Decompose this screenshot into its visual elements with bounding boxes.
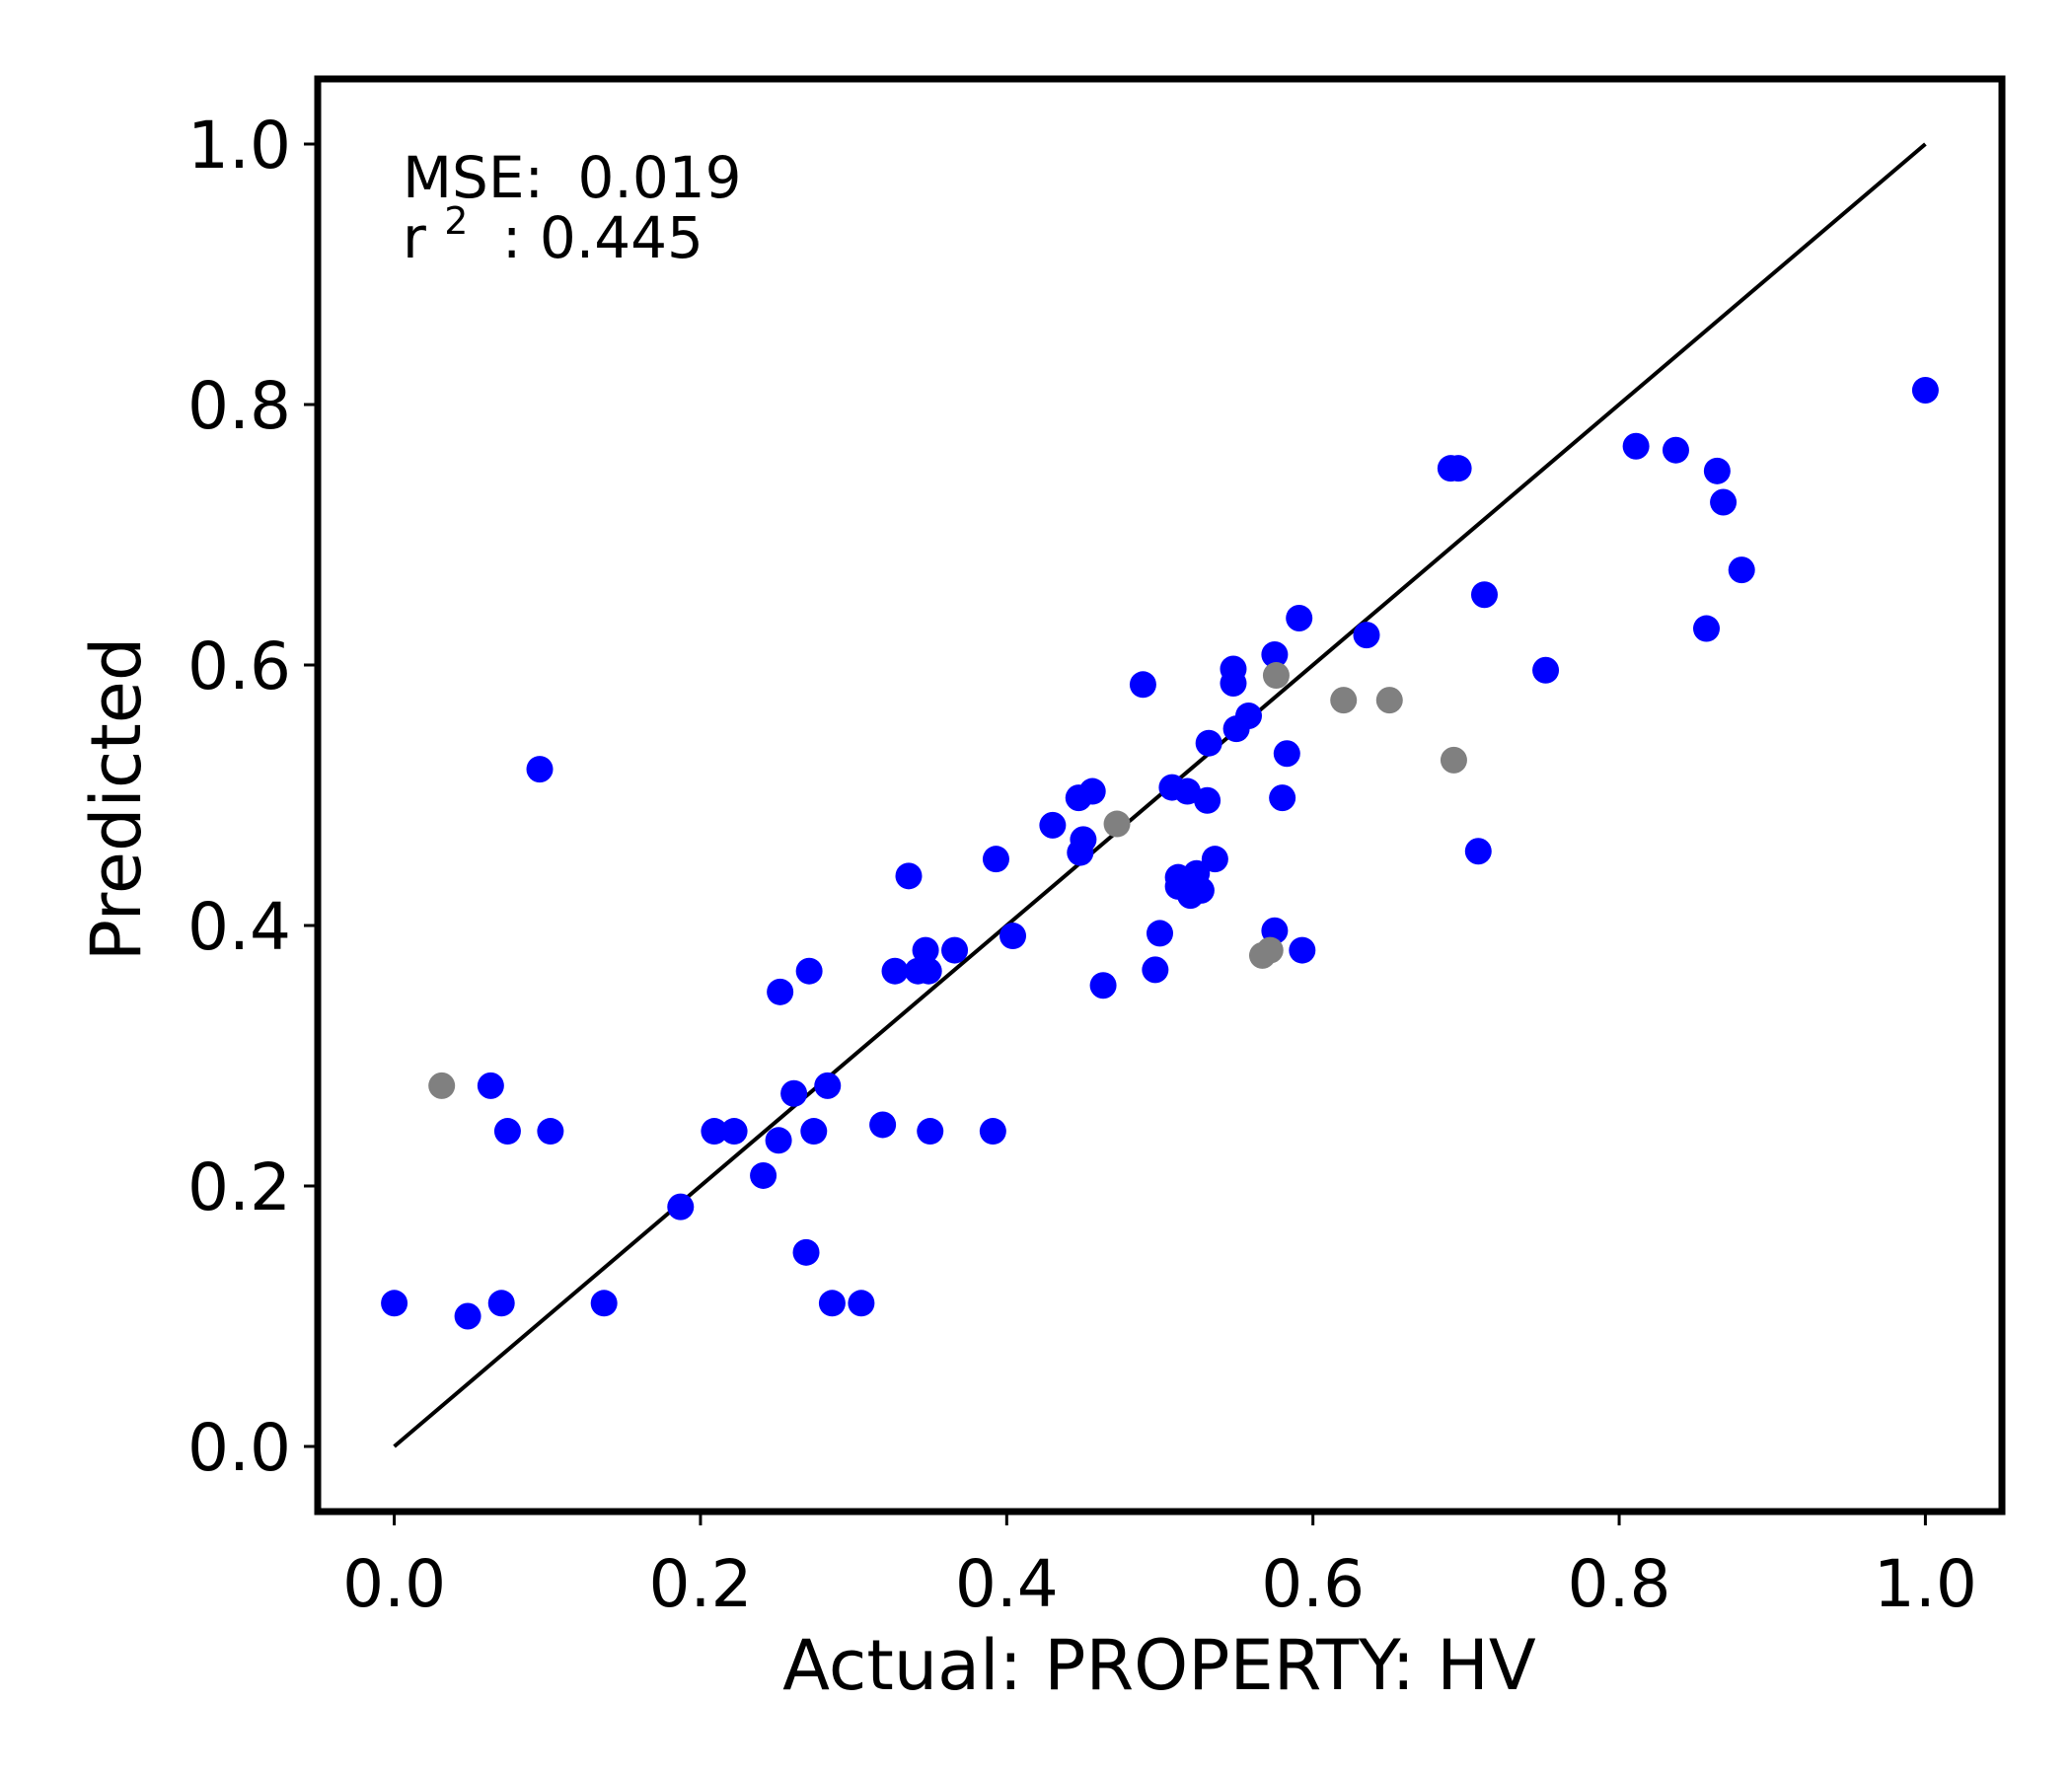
y-tick-label: 0.2	[187, 1149, 291, 1225]
data-point	[1662, 436, 1689, 464]
r2-value: : 0.445	[502, 204, 703, 271]
data-point	[881, 957, 909, 985]
data-point	[1273, 740, 1300, 768]
data-point	[454, 1302, 481, 1330]
reference-line-layer	[393, 142, 1927, 1448]
data-point	[765, 1127, 792, 1154]
data-point	[1173, 777, 1201, 805]
reference-line	[393, 142, 1927, 1448]
data-point-gray	[428, 1072, 456, 1099]
points-layer	[381, 376, 1939, 1330]
data-point	[917, 1118, 944, 1146]
data-point	[477, 1072, 504, 1099]
y-tick-label: 0.4	[187, 889, 291, 965]
data-point	[1261, 640, 1289, 668]
data-point	[1220, 669, 1247, 697]
x-axis-label: Actual: PROPERTY: HV	[782, 1625, 1536, 1706]
data-point	[1147, 920, 1173, 947]
data-point	[1353, 622, 1380, 649]
data-point	[912, 936, 939, 964]
data-point	[590, 1290, 618, 1317]
data-point	[895, 862, 923, 890]
data-point	[701, 1118, 728, 1146]
mse-annotation: MSE: 0.019	[403, 144, 742, 211]
data-point-gray	[1256, 936, 1284, 964]
data-point	[1129, 671, 1156, 699]
data-point	[1070, 826, 1097, 853]
data-point	[1195, 729, 1222, 757]
y-tick-label: 0.0	[187, 1410, 291, 1486]
data-point	[800, 1118, 828, 1146]
data-point	[1703, 457, 1731, 484]
data-point	[1692, 615, 1720, 642]
data-point	[487, 1290, 515, 1317]
r2-label: r	[403, 204, 426, 271]
data-point	[1089, 972, 1117, 999]
data-point	[1194, 786, 1221, 814]
data-point	[1235, 702, 1263, 729]
r2-annotation: r 2 : 0.445	[403, 181, 703, 271]
data-point	[526, 756, 554, 783]
data-point	[869, 1111, 897, 1139]
data-point	[1710, 488, 1738, 516]
data-point-gray	[1330, 687, 1358, 714]
data-point	[1187, 876, 1215, 904]
x-tick-label: 0.2	[648, 1546, 752, 1622]
data-point	[979, 1118, 1006, 1146]
data-point	[795, 957, 823, 985]
data-point	[750, 1161, 777, 1189]
data-point	[767, 978, 794, 1005]
plot-frame	[314, 75, 2006, 1516]
y-tick-label: 0.6	[187, 629, 291, 704]
data-point	[941, 936, 969, 964]
mse-label: MSE:	[403, 144, 544, 211]
data-point	[982, 846, 1009, 873]
r2-exponent: 2	[444, 199, 468, 243]
data-point	[1470, 581, 1498, 609]
data-point	[1728, 556, 1755, 584]
data-point	[1622, 432, 1650, 460]
data-point-gray	[1262, 662, 1290, 690]
data-point	[1289, 936, 1316, 964]
data-point	[1039, 811, 1067, 839]
mse-value: 0.019	[577, 144, 741, 211]
x-tick-label: 0.8	[1568, 1546, 1671, 1622]
x-tick-label: 0.0	[342, 1546, 446, 1622]
data-point	[1201, 846, 1228, 873]
y-tick-label: 0.8	[187, 368, 291, 444]
data-point	[1269, 784, 1296, 812]
data-point	[667, 1193, 695, 1221]
data-point	[1532, 656, 1560, 684]
x-tick-label: 0.6	[1261, 1546, 1365, 1622]
x-tick-label: 1.0	[1874, 1546, 1977, 1622]
data-point	[1464, 838, 1492, 865]
data-point	[792, 1238, 820, 1266]
data-point	[720, 1118, 748, 1146]
data-point	[381, 1290, 408, 1317]
y-tick-label: 1.0	[187, 108, 291, 184]
y-axis-ticks: 0.0 0.2 0.4 0.6 0.8 1.0	[187, 108, 318, 1486]
data-point	[999, 923, 1027, 950]
data-point	[848, 1290, 875, 1317]
data-point-gray	[1375, 687, 1403, 714]
data-point	[814, 1072, 842, 1099]
data-point	[1444, 455, 1472, 482]
data-point	[780, 1079, 808, 1107]
data-point-gray	[1103, 810, 1131, 838]
data-point	[915, 957, 942, 985]
data-point	[818, 1290, 846, 1317]
data-point	[537, 1118, 564, 1146]
data-point-gray	[1440, 746, 1467, 774]
x-tick-label: 0.4	[955, 1546, 1059, 1622]
x-axis-ticks: 0.0 0.2 0.4 0.6 0.8 1.0	[342, 1512, 1977, 1622]
data-point	[1078, 777, 1106, 805]
data-point	[493, 1118, 521, 1146]
data-point	[1911, 376, 1939, 404]
data-point	[1286, 604, 1313, 631]
y-axis-label: Predicted	[76, 637, 157, 962]
data-point	[1142, 956, 1169, 984]
